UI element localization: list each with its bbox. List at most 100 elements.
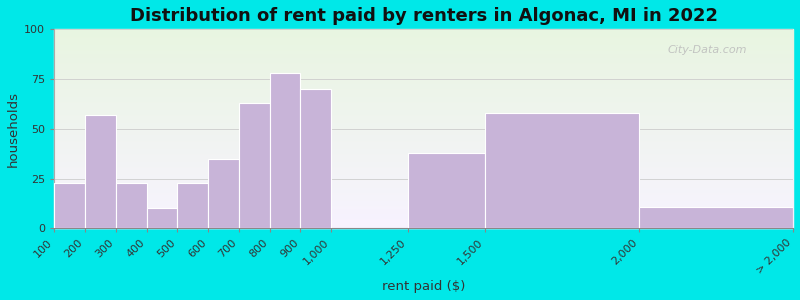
Bar — [54, 36, 793, 37]
Bar — [54, 82, 793, 83]
Bar — [54, 130, 793, 131]
Bar — [54, 222, 793, 223]
Bar — [54, 132, 793, 133]
Bar — [54, 111, 793, 112]
Bar — [54, 69, 793, 70]
Bar — [54, 153, 793, 154]
Bar — [54, 85, 793, 86]
Bar — [54, 122, 793, 123]
Bar — [54, 137, 793, 138]
Bar — [54, 146, 793, 147]
Bar — [54, 199, 793, 200]
Bar — [54, 152, 793, 153]
Bar — [54, 126, 793, 127]
Bar — [54, 123, 793, 124]
Bar — [85, 115, 116, 228]
Bar — [54, 190, 793, 191]
Bar — [54, 33, 793, 34]
Bar — [54, 60, 793, 61]
Bar — [54, 29, 793, 30]
Bar — [54, 100, 793, 101]
Bar — [54, 71, 793, 72]
Bar — [54, 183, 793, 184]
Bar — [54, 134, 793, 135]
Bar — [270, 73, 301, 228]
Bar — [54, 211, 793, 212]
Bar — [54, 40, 793, 41]
Bar — [54, 216, 793, 217]
Bar — [54, 166, 793, 167]
Bar — [54, 145, 793, 146]
Bar — [54, 116, 793, 117]
Bar — [54, 172, 793, 173]
Bar — [54, 84, 793, 85]
Bar — [54, 97, 793, 98]
Bar — [54, 210, 793, 211]
Bar — [54, 59, 793, 60]
Bar — [54, 201, 793, 202]
Bar — [54, 67, 793, 68]
Bar — [301, 89, 331, 228]
Bar — [54, 168, 793, 169]
Bar — [54, 129, 793, 130]
Bar — [54, 91, 793, 92]
Bar — [54, 221, 793, 222]
Bar — [54, 87, 793, 88]
Bar — [54, 178, 793, 179]
Bar — [54, 79, 793, 80]
Bar — [54, 89, 793, 90]
Bar — [54, 80, 793, 81]
Bar — [54, 88, 793, 89]
Bar — [54, 181, 793, 182]
Bar — [54, 56, 793, 57]
Bar — [54, 223, 793, 224]
Bar — [54, 203, 793, 204]
Bar — [54, 94, 793, 95]
Bar — [54, 52, 793, 53]
Bar — [54, 227, 793, 228]
Bar — [54, 208, 793, 209]
Bar — [54, 200, 793, 201]
Bar — [54, 54, 793, 55]
Bar — [54, 161, 793, 162]
Bar — [54, 215, 793, 216]
Bar — [54, 149, 793, 150]
Bar — [54, 96, 793, 97]
Bar — [54, 128, 793, 129]
Bar — [54, 102, 793, 103]
Bar — [54, 78, 793, 79]
Bar — [54, 164, 793, 165]
Y-axis label: households: households — [7, 91, 20, 167]
Bar — [54, 182, 793, 183]
Bar — [54, 113, 793, 114]
Bar — [54, 104, 793, 105]
Bar — [54, 209, 793, 210]
Bar — [54, 135, 793, 136]
Bar — [54, 86, 793, 87]
Bar — [54, 75, 793, 76]
Bar — [54, 46, 793, 47]
Bar — [54, 93, 793, 94]
Bar — [54, 171, 793, 172]
Bar — [54, 157, 793, 158]
Bar — [54, 184, 793, 185]
Bar — [54, 74, 793, 75]
Bar — [54, 99, 793, 100]
Bar — [54, 119, 793, 120]
Bar — [54, 197, 793, 198]
Bar — [54, 103, 793, 104]
Bar — [54, 65, 793, 66]
Bar — [54, 136, 793, 137]
Bar — [54, 170, 793, 171]
Bar — [54, 32, 793, 33]
Bar — [54, 139, 793, 140]
Bar — [54, 154, 793, 155]
Bar — [54, 57, 793, 58]
Bar — [54, 150, 793, 151]
Bar — [54, 217, 793, 218]
Title: Distribution of rent paid by renters in Algonac, MI in 2022: Distribution of rent paid by renters in … — [130, 7, 718, 25]
Bar — [54, 53, 793, 54]
Bar — [54, 37, 793, 38]
Bar — [54, 83, 793, 84]
Bar — [54, 81, 793, 82]
